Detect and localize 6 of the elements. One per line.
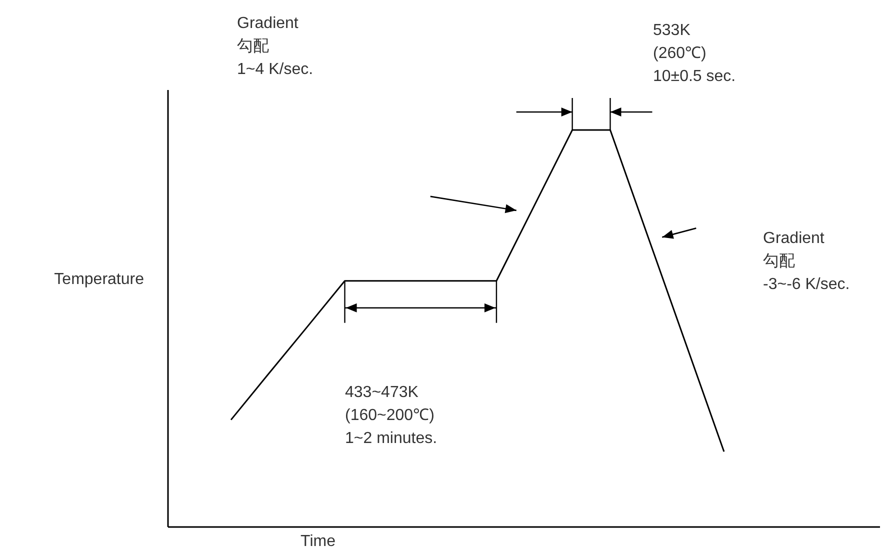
annotation: 433~473K (160~200℃) 1~2 minutes.	[345, 384, 438, 447]
text: Gradient 勾配 1~4 K/sec.	[237, 15, 314, 78]
y-axis-title: Temperature	[54, 271, 144, 288]
x-axis-title: Time	[300, 533, 336, 549]
text: Gradient 勾配 -3~-6 K/sec.	[763, 230, 850, 293]
text: 533K (260℃) 10±0.5 sec.	[653, 22, 736, 85]
